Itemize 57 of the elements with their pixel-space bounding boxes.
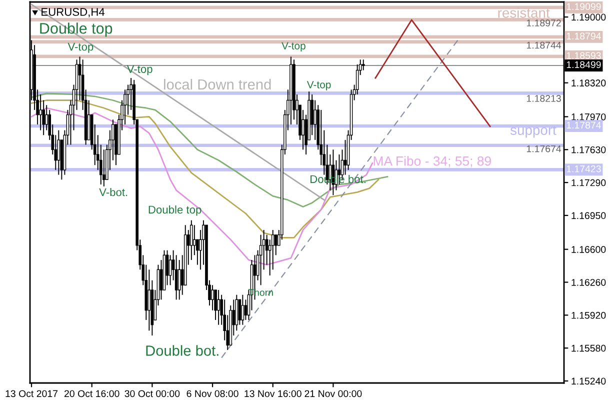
x-tick-label: 13 Nov 16:00 xyxy=(244,390,302,398)
candlestick xyxy=(168,254,172,286)
annotation: support xyxy=(510,126,556,138)
ref-line-label: 1.18794 xyxy=(566,32,601,40)
ref-line-label: 1.19099 xyxy=(566,3,601,10)
candlestick xyxy=(57,130,60,176)
y-tick-label: 1.15580 xyxy=(572,344,606,352)
annotation: Double top xyxy=(148,205,202,216)
candlestick xyxy=(102,149,106,187)
annotation: V-top xyxy=(68,42,94,53)
x-tick-label: 20 Oct 16:00 xyxy=(64,390,120,398)
ref-line-label: 1.18593 xyxy=(566,52,601,60)
candlestick xyxy=(344,139,347,176)
ref-line-label: 1.17423 xyxy=(566,165,601,172)
annotation: 1.17674 xyxy=(526,145,562,152)
annotation: 1.18744 xyxy=(526,42,562,49)
annotation: 1.18972 xyxy=(526,20,561,26)
annotation: MA Fibo - 34; 55; 89 xyxy=(374,156,491,168)
ref-line-label: 1.18499 xyxy=(566,61,601,68)
y-tick-label: 1.16950 xyxy=(572,212,606,220)
annotation: V-top xyxy=(126,65,152,76)
ref-line-label: 1.17874 xyxy=(566,122,601,129)
y-tick-label: 1.17630 xyxy=(572,146,606,154)
candlestick xyxy=(362,59,365,71)
x-tick-label: 30 Oct 00:00 xyxy=(124,390,180,398)
x-tick-label: 13 Oct 2017 xyxy=(6,390,58,398)
candlestick xyxy=(211,284,214,311)
annotation: V-top xyxy=(306,81,331,90)
candlestick xyxy=(148,269,151,332)
candlestick xyxy=(160,259,163,300)
candlestick xyxy=(238,299,242,326)
line-series xyxy=(30,107,374,266)
annotation: resistant xyxy=(498,8,550,18)
candlestick xyxy=(174,254,178,300)
annotation: Double bot. xyxy=(146,345,218,356)
x-tick-label: 21 Nov 00:00 xyxy=(304,390,362,398)
annotation: Double top xyxy=(40,22,112,37)
annotation: local Down trend xyxy=(164,78,271,90)
y-tick-label: 1.18320 xyxy=(572,80,606,86)
y-tick-label: 1.16260 xyxy=(572,278,606,286)
annotation: 1.18213 xyxy=(526,95,561,102)
candlestick xyxy=(39,94,42,131)
y-tick-label: 1.15920 xyxy=(572,312,606,319)
y-tick-label: 1.15240 xyxy=(572,378,606,385)
candlestick xyxy=(274,234,278,256)
candlestick xyxy=(178,259,181,300)
y-tick-label: 1.19000 xyxy=(572,14,606,21)
annotation: V-top xyxy=(282,42,306,52)
candlestick xyxy=(259,234,262,286)
annotation: V-bot. xyxy=(99,188,128,196)
candlestick xyxy=(241,294,244,326)
y-tick-label: 1.16600 xyxy=(572,246,606,253)
x-tick-label: 6 Nov 08:00 xyxy=(186,390,238,398)
y-tick-label: 1.17290 xyxy=(572,179,606,186)
candlestick xyxy=(217,289,220,326)
chart-title: EURUSD,H4 xyxy=(42,8,105,18)
candlestick xyxy=(193,224,196,256)
